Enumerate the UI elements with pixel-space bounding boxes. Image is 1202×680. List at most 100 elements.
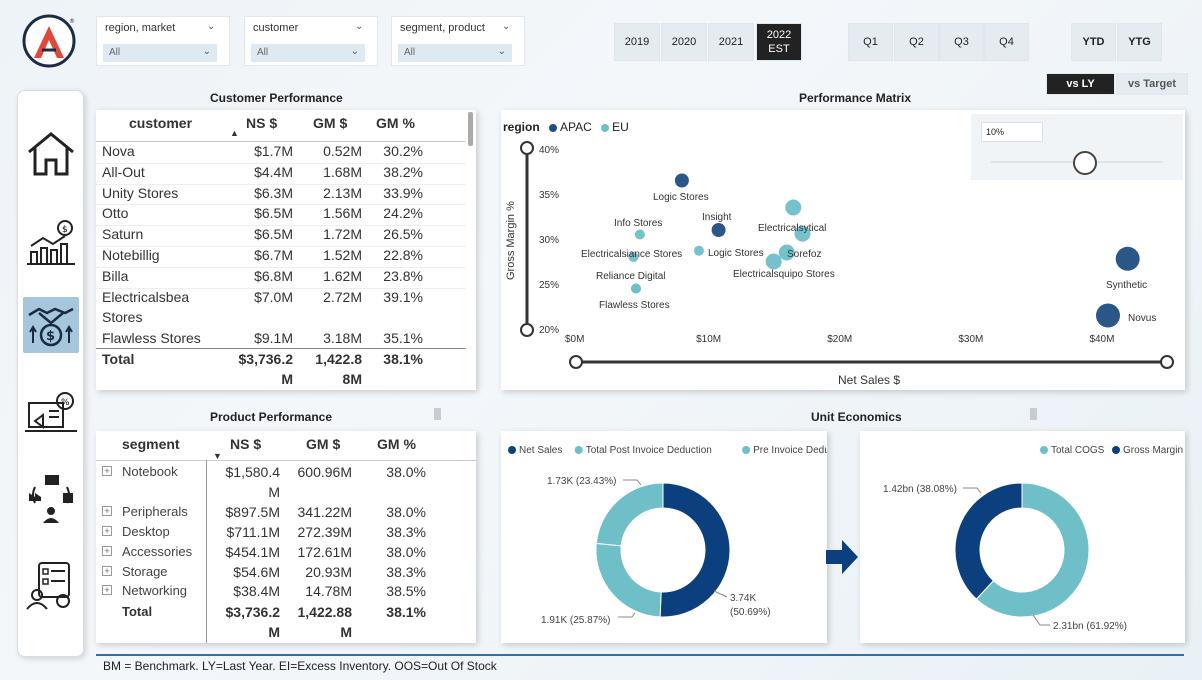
expand-icon[interactable]: + <box>102 506 112 516</box>
legend-label: Gross Margin <box>1123 445 1183 456</box>
threshold-input[interactable]: 10% <box>981 122 1043 142</box>
donut-slice[interactable] <box>595 542 662 618</box>
y-tick-label: 35% <box>539 190 559 201</box>
column-header-gm-pct[interactable]: GM % <box>377 436 416 452</box>
table-scrollbar[interactable] <box>468 112 473 146</box>
region-market-slicer[interactable]: region, market ⌄ All ⌄ <box>96 16 230 66</box>
legend-label-eu[interactable]: EU <box>612 120 629 134</box>
cell-value: 172.61M <box>297 544 352 560</box>
threshold-slider-panel: 10% <box>971 114 1183 180</box>
customer-dropdown[interactable]: All ⌄ <box>251 44 365 62</box>
total-value: 1,422.8 <box>315 351 362 367</box>
scatter-point[interactable] <box>765 253 782 270</box>
focus-mode-icon[interactable] <box>1030 408 1037 420</box>
scatter-point[interactable] <box>794 225 811 242</box>
year-button-2019[interactable]: 2019 <box>614 23 660 61</box>
x-range-slider-handle-left[interactable] <box>569 355 583 369</box>
row-divider <box>96 287 466 289</box>
scatter-point[interactable] <box>674 173 689 188</box>
leader-line <box>713 590 728 598</box>
executive-icon[interactable] <box>23 557 79 613</box>
cell-customer: Stores <box>102 309 143 326</box>
scatter-chart: 20% 25% 30% 35% 40% $0M $10M $20M $30M $40M Gross … <box>505 141 1174 387</box>
donut-data-label: 1.73K (23.43%) <box>547 476 617 487</box>
chevron-down-icon[interactable]: ⌄ <box>502 21 511 32</box>
region-market-dropdown[interactable]: All ⌄ <box>103 44 217 62</box>
sort-ascending-icon[interactable]: ▲ <box>230 128 239 138</box>
scatter-point[interactable] <box>711 223 726 237</box>
year-button-2021[interactable]: 2021 <box>708 23 754 61</box>
ytd-button[interactable]: YTD <box>1071 23 1116 61</box>
scatter-point[interactable] <box>778 244 795 261</box>
y-range-slider-handle-bottom[interactable] <box>520 323 534 337</box>
scatter-point[interactable] <box>628 252 639 262</box>
scatter-point[interactable] <box>634 229 645 240</box>
quarter-button-q1[interactable]: Q1 <box>848 23 893 61</box>
cell-value: 30.2% <box>383 143 423 159</box>
column-header-gm-pct[interactable]: GM % <box>376 115 415 131</box>
customer-slicer[interactable]: customer ⌄ All ⌄ <box>244 16 378 66</box>
donut-slice[interactable] <box>954 482 1023 600</box>
scatter-point[interactable] <box>631 283 641 294</box>
y-range-slider-handle-top[interactable] <box>520 141 534 155</box>
quarter-button-q2[interactable]: Q2 <box>894 23 939 61</box>
legend-dot-apac <box>549 123 558 132</box>
year-button-2022-est[interactable]: 2022 EST <box>756 23 802 61</box>
performance-matrix-card: region APAC EU 10% 20% 25% 30% 35% 40% $0M $10… <box>501 110 1185 390</box>
donut-slice[interactable] <box>595 482 664 547</box>
sort-descending-icon[interactable]: ▼ <box>213 451 222 461</box>
vs-ly-button[interactable]: vs LY <box>1046 73 1115 95</box>
total-value-wrap: M <box>281 371 293 387</box>
cell-value: 39.1% <box>383 288 423 305</box>
slicer-label: region, market <box>105 22 176 34</box>
expand-icon[interactable]: + <box>102 546 112 556</box>
cell-value: 38.3% <box>386 564 426 580</box>
scatter-point[interactable] <box>693 245 704 256</box>
expand-icon[interactable]: + <box>102 585 112 595</box>
supply-chain-icon[interactable] <box>23 471 79 527</box>
column-header-ns[interactable]: NS $ <box>246 115 278 131</box>
donut-slice[interactable] <box>659 482 731 618</box>
total-value: 1,422.88 <box>297 604 353 620</box>
quarter-button-q3[interactable]: Q3 <box>939 23 984 61</box>
segment-product-slicer[interactable]: segment, product ⌄ All ⌄ <box>391 16 525 66</box>
scatter-point[interactable] <box>1096 303 1120 328</box>
year-button-2020[interactable]: 2020 <box>661 23 707 61</box>
expand-icon[interactable]: + <box>102 466 112 476</box>
cell-customer: Unity Stores <box>102 184 179 201</box>
cell-value: 35.1% <box>383 330 423 347</box>
legend-label-apac[interactable]: APAC <box>560 120 592 134</box>
sales-icon[interactable]: $ <box>23 297 79 353</box>
column-header-gm[interactable]: GM $ <box>313 115 348 131</box>
ytg-button[interactable]: YTG <box>1117 23 1162 61</box>
x-range-slider-handle-right[interactable] <box>1160 355 1174 369</box>
finance-icon[interactable]: $ <box>23 213 79 269</box>
column-header-ns[interactable]: NS $ <box>230 436 262 452</box>
segment-product-dropdown[interactable]: All ⌄ <box>398 44 512 62</box>
scatter-point[interactable] <box>1115 246 1140 271</box>
chevron-down-icon[interactable]: ⌄ <box>207 21 216 32</box>
quarter-button-q4[interactable]: Q4 <box>984 23 1029 61</box>
slicer-value: All <box>257 47 269 58</box>
cell-customer: Nova <box>102 143 135 159</box>
donut-slice[interactable] <box>975 482 1090 618</box>
marketing-icon[interactable]: % <box>23 386 79 442</box>
cell-customer: All-Out <box>102 163 145 180</box>
vs-target-button[interactable]: vs Target <box>1116 73 1188 95</box>
column-header-gm[interactable]: GM $ <box>306 436 341 452</box>
column-header-segment[interactable]: segment <box>122 436 180 452</box>
expand-icon[interactable]: + <box>102 566 112 576</box>
total-value-wrap: 8M <box>342 371 362 387</box>
chevron-down-icon[interactable]: ⌄ <box>355 21 364 32</box>
threshold-slider-handle[interactable] <box>1073 151 1097 175</box>
focus-mode-icon[interactable] <box>434 408 441 420</box>
expand-icon[interactable]: + <box>102 526 112 536</box>
scatter-point[interactable] <box>785 199 802 216</box>
home-icon[interactable] <box>23 126 79 182</box>
x-tick-label: $40M <box>1089 334 1114 345</box>
column-header-customer[interactable]: customer <box>129 115 193 131</box>
legend-label: Total Post Invoice Deduction <box>586 445 712 456</box>
cell-value: 26.5% <box>383 226 423 243</box>
cell-value: $7.0M <box>254 288 293 305</box>
data-label: Synthetic <box>1106 280 1147 291</box>
